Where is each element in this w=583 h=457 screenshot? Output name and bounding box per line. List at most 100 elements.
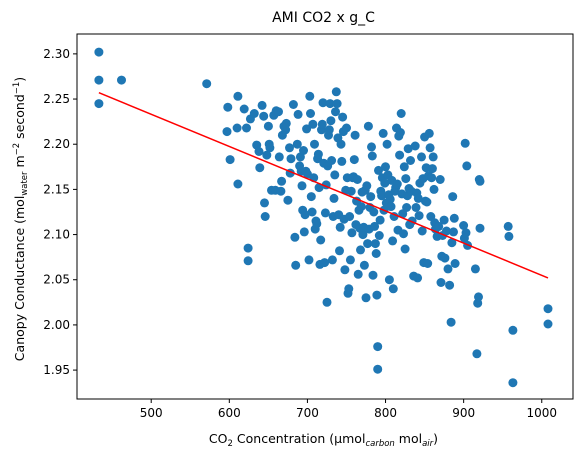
y-tick-label: 2.25 xyxy=(43,92,70,106)
data-point xyxy=(316,235,326,245)
data-point xyxy=(260,212,270,221)
data-point xyxy=(322,297,332,307)
x-label-mid: Concentration (µmol xyxy=(233,431,366,446)
data-point xyxy=(283,195,293,205)
data-point xyxy=(382,139,392,149)
data-point xyxy=(349,155,359,165)
plot-area xyxy=(94,47,553,388)
data-point xyxy=(94,47,104,57)
data-point xyxy=(375,215,385,225)
x-tick-label: 900 xyxy=(452,406,475,420)
y-axis-label: Canopy Conductance (molwater m−2 second−… xyxy=(12,77,30,361)
data-point xyxy=(305,91,315,101)
data-point xyxy=(356,202,366,212)
data-point xyxy=(406,156,415,165)
data-point xyxy=(233,179,243,189)
data-point xyxy=(368,270,378,280)
data-point xyxy=(384,275,394,285)
x-tick-label: 800 xyxy=(374,406,397,420)
data-point xyxy=(336,139,346,149)
data-point xyxy=(239,104,249,114)
y-tick-label: 2.20 xyxy=(43,137,70,151)
data-point xyxy=(435,175,445,184)
data-point xyxy=(377,191,387,201)
data-point xyxy=(373,342,383,352)
y-label-pre: Canopy Conductance (mol xyxy=(12,196,27,362)
data-point xyxy=(461,228,471,238)
data-point xyxy=(460,138,470,148)
y-label-sub-water: water xyxy=(20,171,30,196)
data-point xyxy=(290,232,300,242)
data-point xyxy=(422,197,432,207)
data-point xyxy=(429,184,439,194)
data-point xyxy=(306,192,316,202)
data-point xyxy=(434,221,444,231)
data-point xyxy=(388,236,398,246)
data-point xyxy=(345,212,355,221)
data-point xyxy=(292,139,302,149)
data-point xyxy=(472,349,482,359)
x-axis-label: CO2 Concentration (µmolcarbon molair) xyxy=(209,431,438,449)
data-point xyxy=(381,162,390,172)
data-point xyxy=(353,269,363,279)
data-point xyxy=(312,219,322,229)
data-point xyxy=(474,292,483,302)
data-point xyxy=(297,181,307,191)
data-point xyxy=(232,123,242,133)
data-point xyxy=(94,75,104,85)
data-point xyxy=(363,239,373,249)
data-point xyxy=(202,79,212,89)
data-point xyxy=(373,364,383,374)
data-point xyxy=(325,99,335,109)
data-point xyxy=(440,253,450,263)
data-point xyxy=(475,176,485,186)
data-point xyxy=(274,152,284,162)
data-point xyxy=(225,155,235,165)
data-point xyxy=(443,264,453,274)
data-point xyxy=(329,193,339,203)
y-tick-label: 2.30 xyxy=(43,47,70,61)
data-point xyxy=(281,118,291,128)
data-point xyxy=(424,128,434,138)
data-point xyxy=(332,99,342,109)
y-label-sup-m: −2 xyxy=(12,143,22,156)
data-point xyxy=(508,325,518,335)
data-point xyxy=(504,231,514,241)
y-tick-label: 2.15 xyxy=(43,182,70,196)
data-point xyxy=(263,121,273,131)
data-point xyxy=(318,98,328,108)
data-point xyxy=(459,221,469,230)
y-axis-ticks: 1.95 2.00 2.05 2.10 2.15 2.20 2.25 2.30 xyxy=(43,47,77,377)
data-point xyxy=(366,192,376,202)
data-point xyxy=(374,165,383,175)
data-point xyxy=(342,123,351,133)
data-point xyxy=(299,146,308,155)
fit-line xyxy=(98,92,549,279)
data-point xyxy=(304,255,314,265)
y-label-sup-second: −1 xyxy=(12,82,22,95)
data-point xyxy=(392,179,402,189)
data-point xyxy=(425,143,435,153)
data-point xyxy=(320,208,330,218)
data-point xyxy=(265,143,275,153)
data-point xyxy=(310,139,319,149)
data-point xyxy=(363,121,373,131)
data-point xyxy=(347,228,357,238)
data-point xyxy=(439,215,449,225)
data-point xyxy=(543,304,553,314)
data-point xyxy=(223,102,233,112)
data-point xyxy=(367,142,376,152)
data-point xyxy=(345,255,355,265)
data-point xyxy=(222,127,232,137)
data-point xyxy=(395,150,405,160)
data-point xyxy=(428,152,438,162)
data-point xyxy=(400,244,410,254)
data-point xyxy=(372,290,382,300)
data-point xyxy=(335,222,345,232)
data-point xyxy=(399,162,409,172)
data-point xyxy=(543,319,553,329)
data-point xyxy=(475,223,485,233)
x-label-sub-2: 2 xyxy=(228,439,233,449)
data-point xyxy=(388,284,398,294)
